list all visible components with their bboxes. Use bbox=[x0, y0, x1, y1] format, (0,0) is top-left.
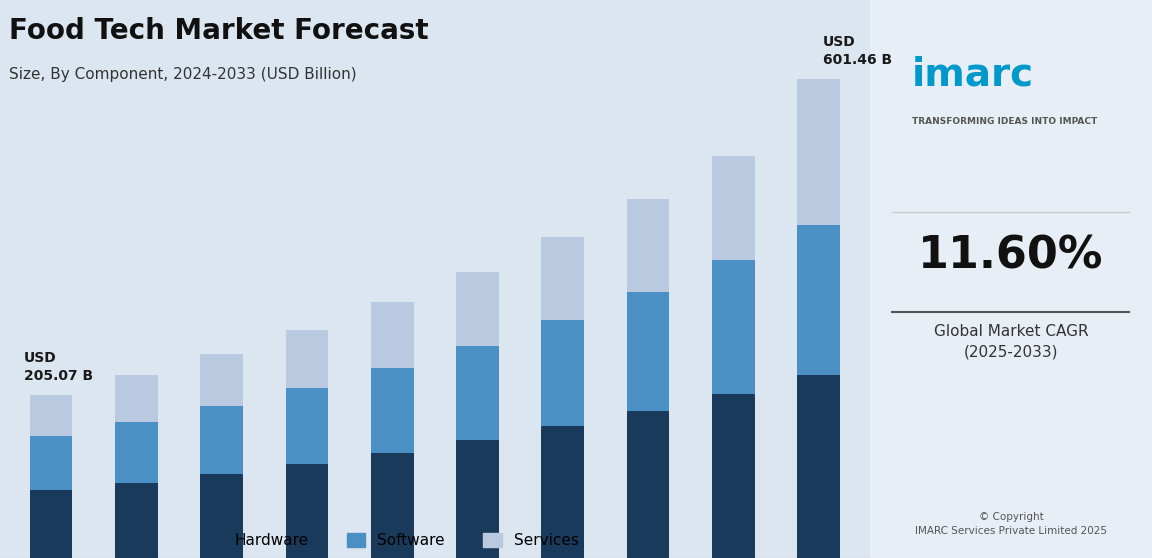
Bar bbox=[541, 237, 584, 320]
Bar bbox=[456, 272, 499, 345]
Bar bbox=[200, 474, 243, 558]
Bar bbox=[30, 436, 73, 490]
Bar bbox=[541, 426, 584, 558]
Text: TRANSFORMING IDEAS INTO IMPACT: TRANSFORMING IDEAS INTO IMPACT bbox=[912, 117, 1098, 126]
Bar bbox=[371, 302, 414, 368]
Bar bbox=[456, 440, 499, 558]
Text: imarc: imarc bbox=[912, 56, 1034, 94]
Text: Food Tech Market Forecast: Food Tech Market Forecast bbox=[9, 17, 429, 45]
Text: USD
205.07 B: USD 205.07 B bbox=[24, 352, 93, 383]
Bar bbox=[371, 368, 414, 453]
Bar bbox=[115, 422, 158, 483]
Bar bbox=[456, 345, 499, 440]
Bar bbox=[115, 483, 158, 558]
Text: 11.60%: 11.60% bbox=[918, 234, 1104, 277]
Bar bbox=[627, 199, 669, 292]
Bar bbox=[797, 374, 840, 558]
Bar bbox=[200, 406, 243, 474]
Legend: Hardware, Software, Services: Hardware, Software, Services bbox=[196, 526, 586, 556]
Bar bbox=[712, 260, 755, 394]
Bar bbox=[627, 292, 669, 411]
Bar bbox=[200, 354, 243, 406]
Bar bbox=[286, 388, 328, 464]
Bar bbox=[627, 411, 669, 558]
Bar bbox=[371, 453, 414, 558]
Bar bbox=[30, 490, 73, 558]
Text: © Copyright
IMARC Services Private Limited 2025: © Copyright IMARC Services Private Limit… bbox=[915, 512, 1107, 536]
Bar bbox=[541, 320, 584, 426]
Bar bbox=[30, 395, 73, 436]
Bar bbox=[286, 330, 328, 388]
Bar bbox=[797, 79, 840, 225]
Bar bbox=[115, 376, 158, 422]
Bar bbox=[712, 394, 755, 558]
Bar bbox=[712, 156, 755, 260]
Text: USD
601.46 B: USD 601.46 B bbox=[823, 35, 892, 66]
Text: Global Market CAGR
(2025-2033): Global Market CAGR (2025-2033) bbox=[933, 324, 1089, 360]
Bar bbox=[286, 464, 328, 558]
Bar bbox=[797, 225, 840, 374]
Text: Size, By Component, 2024-2033 (USD Billion): Size, By Component, 2024-2033 (USD Billi… bbox=[9, 67, 356, 82]
